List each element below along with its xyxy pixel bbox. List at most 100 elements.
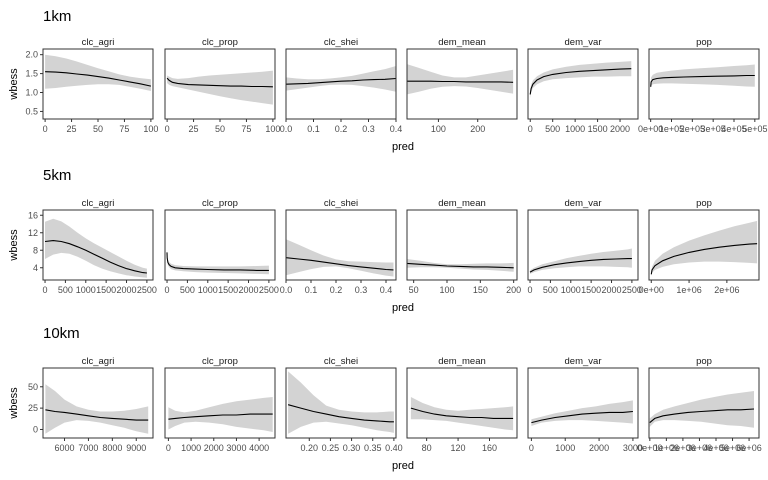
x-tick-label: 0.35 (364, 443, 382, 453)
facet-clc_shei: clc_shei 0.0 0.1 0.2 0.3 0.4 (280, 195, 397, 295)
confidence-band (167, 70, 273, 105)
facet-strip (43, 34, 153, 49)
row-title: 5km (43, 167, 71, 184)
facet-clc_agri: clc_agri 0 500 1000 1500 2000 2500 4 8 12 16 (28, 195, 157, 295)
x-tick-label: 75 (119, 124, 129, 134)
facet-panel-outline (406, 367, 518, 439)
facet-strip (528, 34, 638, 49)
x-tick-label: 2500 (137, 285, 157, 295)
x-tick-label: 0.3 (362, 124, 375, 134)
x-tick-label: 6000 (55, 443, 75, 453)
x-tick-label: 0.4 (390, 124, 403, 134)
facet-strip-label: dem_var (565, 356, 602, 367)
x-tick-label: 120 (451, 443, 466, 453)
x-tick-label: 0 (529, 443, 534, 453)
facet-panel-outline (164, 209, 276, 281)
x-tick-label: 4e+06 (703, 443, 728, 453)
x-tick-label: 25 (67, 124, 77, 134)
x-tick-label: 500 (180, 285, 195, 295)
facet-panel-outline (285, 209, 397, 281)
facet-strip (407, 353, 517, 368)
facet-strip (43, 353, 153, 368)
fitted-curve (287, 404, 394, 423)
x-tick-label: 2000 (602, 285, 622, 295)
facet-strip-label: pop (696, 37, 712, 48)
confidence-band (286, 66, 396, 92)
x-tick-label: 0e+00 (638, 124, 663, 134)
x-tick-label: 200 (470, 124, 485, 134)
y-tick-label: 1.0 (25, 88, 38, 98)
confidence-band (650, 64, 755, 91)
confidence-band (649, 391, 754, 428)
confidence-band (168, 397, 273, 432)
facet-dem_var: dem_var 0 500 1000 1500 2000 2500 (527, 195, 642, 295)
confidence-band (45, 384, 149, 434)
facet-strip-label: dem_var (565, 37, 602, 48)
x-tick-label: 50 (409, 285, 419, 295)
fitted-curve (410, 407, 514, 419)
y-tick-label: 0 (33, 424, 38, 434)
facet-dem_mean: dem_mean 80 120 160 (406, 353, 518, 453)
x-tick-label: 9000 (126, 443, 146, 453)
facet-clc_shei: clc_shei 0.0 0.1 0.2 0.3 0.4 (280, 34, 403, 134)
fitted-curve (407, 80, 514, 83)
x-tick-label: 3e+05 (701, 124, 726, 134)
confidence-band (651, 220, 758, 277)
x-tick-label: 2e+06 (670, 443, 695, 453)
x-tick-label: 0 (43, 124, 48, 134)
facet-clc_prop: clc_prop 0 500 1000 1500 2000 2500 (164, 195, 279, 295)
facet-strip (43, 195, 153, 210)
x-tick-label: 160 (482, 443, 497, 453)
x-tick-label: 2000 (117, 285, 137, 295)
facet-clc_prop: clc_prop 0 1000 2000 3000 4000 (164, 353, 276, 453)
x-tick-label: 4000 (249, 443, 269, 453)
confidence-band (410, 397, 514, 431)
x-tick-label: 3e+06 (687, 443, 712, 453)
facet-panel-outline (648, 367, 760, 439)
confidence-band (407, 64, 514, 95)
facet-strip (165, 34, 275, 49)
x-tick-label: 0.0 (280, 124, 293, 134)
chart-row-1km: 1km wbess pred clc_agri 0 25 50 75 100 0.5 1.0 1.5 2… (8, 8, 767, 153)
facet-strip (528, 353, 638, 368)
facet-clc_shei: clc_shei 0.20 0.25 0.30 0.35 0.40 (285, 353, 403, 453)
facet-strip (286, 34, 396, 49)
fitted-curve (286, 77, 396, 85)
facet-strip-label: clc_shei (324, 356, 358, 367)
facet-strip (528, 195, 638, 210)
x-tick-label: 0 (166, 443, 171, 453)
x-tick-label: 1000 (561, 285, 581, 295)
y-tick-label: 2.0 (25, 50, 38, 60)
x-tick-label: 1500 (588, 124, 608, 134)
x-tick-label: 0.25 (322, 443, 340, 453)
facet-strip (407, 195, 517, 210)
facet-panel-outline (42, 209, 154, 281)
x-tick-label: 1e+05 (659, 124, 684, 134)
facet-strip-label: clc_prop (202, 37, 238, 48)
x-tick-label: 0.30 (343, 443, 361, 453)
facet-strip (649, 353, 759, 368)
row-title: 1km (43, 8, 71, 25)
y-tick-label: 25 (28, 403, 38, 413)
facet-clc_agri: clc_agri 6000 7000 8000 9000 0 25 50 (28, 353, 154, 453)
y-tick-label: 4 (33, 263, 38, 273)
x-tick-label: 0.20 (301, 443, 319, 453)
fitted-curve (531, 410, 633, 424)
facet-strip (165, 195, 275, 210)
fitted-curve (529, 258, 632, 273)
facet-pop: pop 0e+00 1e+06 2e+06 (639, 195, 760, 295)
x-tick-label: 50 (215, 124, 225, 134)
x-tick-label: 0.40 (385, 443, 403, 453)
y-axis-title: wbess (8, 387, 20, 420)
facet-strip (649, 34, 759, 49)
facet-panel-outline (648, 209, 760, 281)
x-tick-label: 1000 (181, 443, 201, 453)
x-tick-label: 0 (165, 285, 170, 295)
x-tick-label: 50 (93, 124, 103, 134)
facet-strip-label: dem_mean (438, 356, 486, 367)
x-tick-label: 1500 (581, 285, 601, 295)
confidence-band (45, 54, 151, 91)
fitted-curve (286, 257, 394, 271)
